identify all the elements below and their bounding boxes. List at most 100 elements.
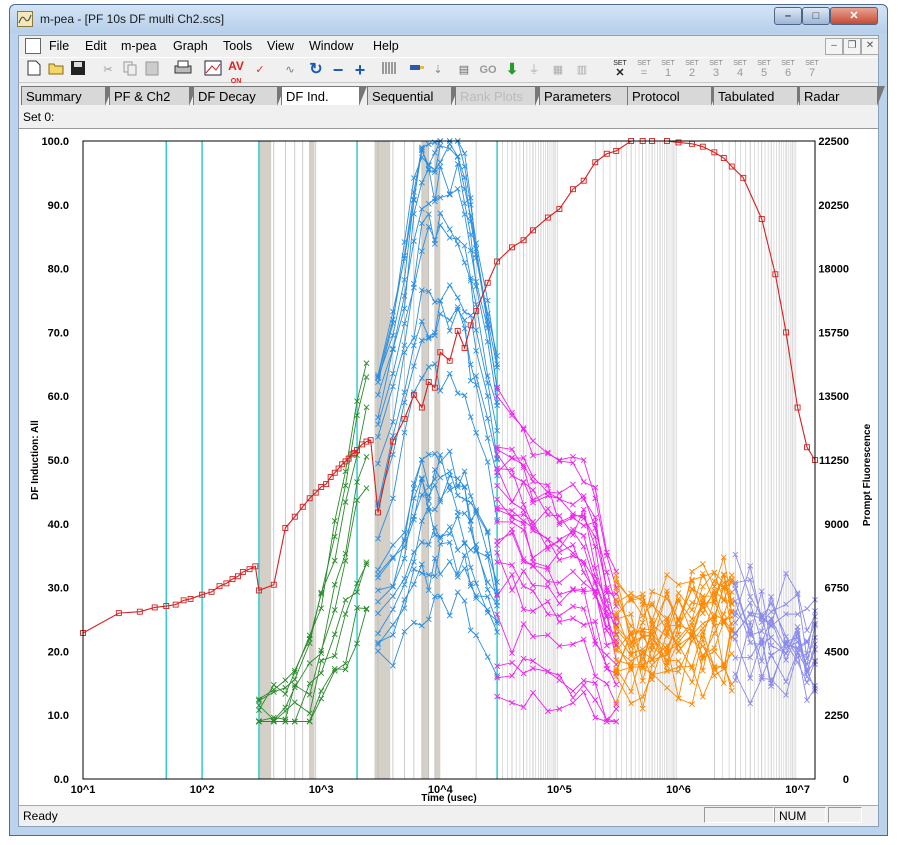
tab-pf-ch2[interactable]: PF & Ch2: [109, 86, 197, 106]
zoom-in-icon[interactable]: +: [354, 60, 366, 80]
set-4-button[interactable]: SET 4: [729, 60, 751, 80]
point-orange-15-4: [664, 571, 670, 578]
download-arrow-icon[interactable]: ⬇: [505, 61, 519, 78]
app-logo-icon: [17, 11, 33, 27]
point-magenta-19-7: [580, 560, 587, 567]
menu-help[interactable]: Help: [373, 39, 399, 53]
point-magenta-14-7: [580, 622, 587, 628]
cut-icon[interactable]: ✂: [103, 64, 113, 76]
menu-tools[interactable]: Tools: [223, 39, 253, 53]
set-3-button[interactable]: SET 3: [705, 60, 727, 80]
grid-alt-icon[interactable]: ▥: [576, 64, 588, 76]
point-blue-20-6: [431, 573, 438, 580]
set-clear-button[interactable]: SET ✕: [613, 60, 627, 79]
tab-summary[interactable]: Summary: [21, 86, 113, 106]
average-label: AV: [228, 59, 244, 73]
image-icon[interactable]: [203, 60, 223, 80]
save-icon[interactable]: [69, 60, 87, 80]
point-blue-17-9: [454, 475, 461, 482]
menu-m-pea[interactable]: m-pea: [121, 39, 157, 53]
point-blue-4-13: [484, 459, 491, 466]
pf-point-55: [530, 227, 536, 234]
mdi-minimize-button[interactable]: –: [825, 38, 843, 55]
point-blue-11-0: [375, 379, 381, 386]
point-magenta-21-2: [520, 704, 527, 710]
point-blue-0-5: [425, 141, 432, 148]
checkmark-icon[interactable]: ✓: [255, 64, 265, 76]
point-lavender-4-2: [758, 675, 765, 682]
menu-graph[interactable]: Graph: [173, 39, 208, 53]
average-toggle-button[interactable]: AV ON: [225, 59, 247, 86]
mdi-close-button[interactable]: ✕: [861, 38, 879, 55]
tab-radar[interactable]: Radar: [799, 86, 885, 106]
new-file-icon[interactable]: [25, 60, 43, 80]
point-green-7-5: [318, 657, 325, 664]
point-lavender-3-2: [758, 588, 765, 595]
set-1-button[interactable]: SET 1: [657, 60, 679, 80]
probe-icon[interactable]: [407, 60, 427, 80]
set-5-button[interactable]: SET 5: [753, 60, 775, 80]
point-orange-21-4: [664, 623, 670, 630]
close-button[interactable]: ✕: [830, 7, 878, 25]
grid-icon[interactable]: ▦: [552, 64, 564, 76]
set-2-button[interactable]: SET 2: [681, 60, 703, 80]
menu-edit[interactable]: Edit: [85, 39, 107, 53]
point-magenta-4-1: [509, 507, 515, 514]
point-orange-21-5: [675, 622, 682, 628]
sensor-icon[interactable]: ⇣: [433, 64, 443, 76]
minimize-button[interactable]: –: [774, 7, 802, 25]
point-green-6-9: [363, 404, 370, 411]
gray-band-4: [434, 141, 441, 779]
reset-icon[interactable]: ⏚: [528, 64, 540, 76]
point-blue-8-12: [473, 327, 480, 333]
menu-window[interactable]: Window: [309, 39, 354, 53]
copy-icon[interactable]: [121, 60, 139, 80]
tab-protocol[interactable]: Protocol: [627, 86, 719, 106]
set-1-label: SET: [661, 60, 675, 67]
refresh-icon[interactable]: ↻: [309, 61, 323, 78]
point-blue-10-3: [410, 238, 417, 245]
menu-view[interactable]: View: [267, 39, 294, 53]
point-lavender-9-6: [804, 627, 810, 634]
tab-df-ind[interactable]: DF Ind.: [281, 86, 367, 106]
set-equal-button[interactable]: SET =: [633, 60, 655, 80]
status-text: Ready: [23, 809, 58, 823]
export-icon[interactable]: ▤: [458, 64, 470, 76]
title-bar[interactable]: m-pea - [PF 10s DF multi Ch2.scs] – □ ✕: [10, 5, 887, 33]
set-3-value: 3: [712, 67, 720, 79]
set-7-button[interactable]: SET 7: [801, 60, 823, 80]
df-induction-chart[interactable]: 0.0 10.0 20.0 30.0 40.0 50.0 60.0 70.0 80.0 90.0 1…: [19, 129, 880, 814]
pf-point-56: [544, 214, 551, 221]
tab-sequential[interactable]: Sequential: [367, 86, 459, 106]
menu-file[interactable]: File: [49, 39, 70, 53]
tab-parameters[interactable]: Parameters: [539, 86, 635, 106]
set-6-button[interactable]: SET 6: [777, 60, 799, 80]
pf-point-9: [208, 588, 215, 595]
tab-df-decay[interactable]: DF Decay: [193, 86, 285, 106]
point-green-7-7: [342, 611, 349, 617]
tab-tabulated[interactable]: Tabulated: [713, 86, 805, 106]
set-7-value: 7: [808, 67, 816, 79]
maximize-button[interactable]: □: [802, 7, 830, 25]
print-icon[interactable]: [173, 60, 193, 80]
point-orange-10-0: [613, 673, 620, 680]
point-blue-8-4: [418, 220, 425, 227]
point-blue-14-7: [437, 474, 444, 481]
point-blue-12-1: [389, 593, 396, 600]
point-lavender-9-1: [747, 593, 754, 600]
mdi-restore-button[interactable]: ❐: [843, 38, 861, 55]
pf-point-54: [520, 237, 527, 244]
point-green-6-0: [256, 697, 262, 704]
point-magenta-14-0: [494, 592, 501, 599]
document-icon[interactable]: [25, 38, 41, 54]
zoom-out-icon[interactable]: −: [332, 60, 344, 80]
point-orange-15-8: [711, 587, 718, 594]
waveform-icon[interactable]: ∿: [285, 64, 295, 76]
point-blue-1-10: [461, 200, 468, 207]
open-folder-icon[interactable]: [47, 60, 65, 80]
bars-icon[interactable]: [379, 60, 399, 80]
point-blue-15-8: [446, 234, 453, 241]
point-magenta-1-10: [613, 681, 620, 688]
paste-icon[interactable]: [143, 60, 161, 80]
go-button[interactable]: GO: [479, 64, 497, 76]
